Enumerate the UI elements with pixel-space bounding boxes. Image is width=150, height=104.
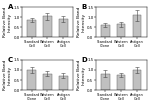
- Y-axis label: Relative Band
Intensity: Relative Band Intensity: [77, 7, 86, 37]
- Bar: [43, 16, 52, 37]
- Bar: [101, 74, 110, 90]
- Bar: [117, 24, 125, 37]
- Text: A: A: [8, 4, 13, 10]
- Bar: [27, 70, 36, 90]
- Y-axis label: Relative Band
Intensity: Relative Band Intensity: [3, 60, 12, 90]
- Text: B: B: [81, 4, 87, 10]
- Bar: [27, 20, 36, 37]
- Bar: [133, 70, 141, 90]
- Text: C: C: [8, 57, 13, 63]
- Bar: [43, 74, 52, 90]
- Y-axis label: Relative Band
Intensity: Relative Band Intensity: [77, 60, 86, 90]
- Bar: [101, 25, 110, 37]
- Bar: [59, 76, 68, 90]
- Text: D: D: [81, 57, 87, 63]
- Bar: [117, 75, 125, 90]
- Y-axis label: Relative Band
Intensity: Relative Band Intensity: [3, 7, 12, 37]
- Bar: [133, 15, 141, 37]
- Bar: [59, 19, 68, 37]
